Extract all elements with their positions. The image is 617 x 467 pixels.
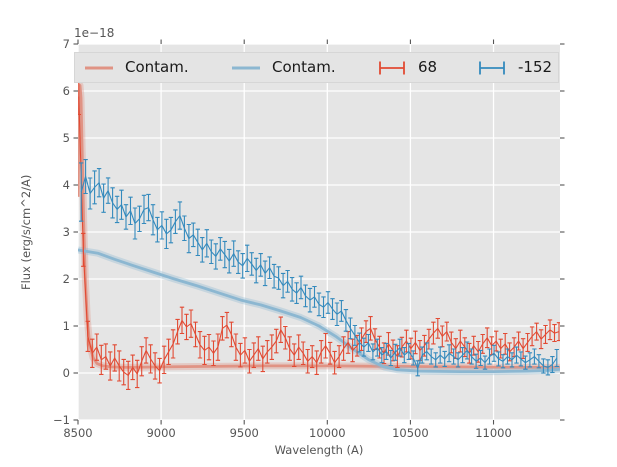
legend-label: 68 bbox=[418, 58, 438, 76]
svg-text:8500: 8500 bbox=[63, 426, 92, 440]
svg-text:9500: 9500 bbox=[230, 426, 259, 440]
blue-line-swatch bbox=[232, 66, 260, 69]
blue-errorbar-icon bbox=[479, 61, 505, 74]
legend-item--152: -152 bbox=[478, 53, 552, 82]
svg-text:10000: 10000 bbox=[309, 426, 346, 440]
svg-text:0: 0 bbox=[63, 366, 70, 380]
svg-text:11000: 11000 bbox=[475, 426, 512, 440]
legend-label: Contam. bbox=[125, 58, 189, 76]
svg-text:5: 5 bbox=[63, 131, 70, 145]
x-axis-label: Wavelength (A) bbox=[274, 443, 364, 457]
y-axis-offset-text: 1e−18 bbox=[74, 26, 115, 40]
legend-label: Contam. bbox=[272, 58, 336, 76]
svg-text:10500: 10500 bbox=[392, 426, 429, 440]
red-errorbar-icon bbox=[379, 61, 405, 74]
red-line-swatch bbox=[85, 66, 113, 69]
svg-text:6: 6 bbox=[63, 84, 70, 98]
y-axis-label: Flux (erg/s/cm^2/A) bbox=[19, 174, 33, 290]
svg-text:7: 7 bbox=[63, 37, 70, 51]
svg-text:3: 3 bbox=[63, 225, 70, 239]
legend: Contam. Contam. 68 -152 bbox=[74, 52, 559, 83]
legend-item-contam-red: Contam. bbox=[85, 53, 189, 82]
svg-text:9000: 9000 bbox=[146, 426, 175, 440]
svg-text:2: 2 bbox=[63, 272, 70, 286]
svg-text:4: 4 bbox=[63, 178, 70, 192]
legend-label: -152 bbox=[518, 58, 553, 76]
legend-item-68: 68 bbox=[378, 53, 437, 82]
svg-text:−1: −1 bbox=[53, 413, 70, 427]
svg-text:1: 1 bbox=[63, 319, 70, 333]
legend-item-contam-blue: Contam. bbox=[232, 53, 336, 82]
